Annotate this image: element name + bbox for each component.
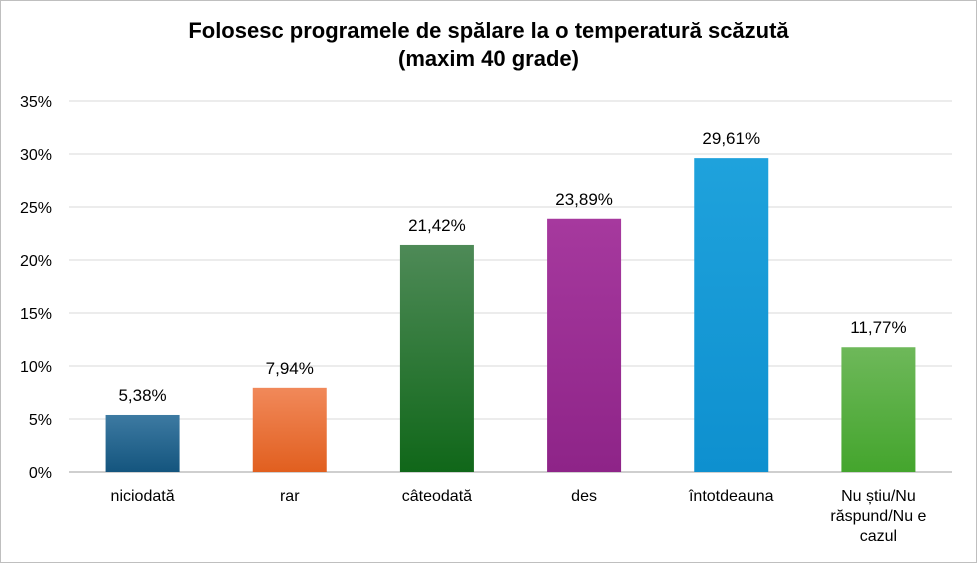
gridlines	[69, 100, 952, 473]
chart-title-line-1: Folosesc programele de spălare la o temp…	[188, 18, 789, 43]
y-tick-label: 20%	[20, 253, 52, 270]
category-label-line: răspund/Nu e	[830, 508, 926, 525]
category-label-line: niciodată	[111, 488, 175, 505]
category-label-line: cazul	[860, 528, 897, 545]
y-tick-label: 0%	[29, 465, 52, 482]
category-label-line: Nu știu/Nu	[841, 488, 916, 505]
data-label: 23,89%	[555, 190, 613, 209]
y-tick-label: 35%	[20, 94, 52, 111]
y-tick-label: 30%	[20, 147, 52, 164]
category-label: câteodată	[402, 488, 472, 505]
category-label-line: câteodată	[402, 488, 472, 505]
y-axis-ticks: 0% 5% 10% 15% 20% 25% 30% 35%	[20, 94, 52, 482]
bar-1	[252, 387, 327, 472]
category-label: rar	[280, 488, 300, 505]
chart-title: Folosesc programele de spălare la o temp…	[0, 17, 977, 73]
bar-4	[694, 158, 769, 472]
x-axis-categories: niciodată rar câteodată des întotdeauna Nu șt…	[111, 488, 927, 545]
bars	[105, 158, 916, 472]
data-label: 29,61%	[702, 129, 760, 148]
data-label: 11,77%	[850, 318, 906, 337]
bar-5	[841, 347, 916, 472]
data-label: 21,42%	[408, 216, 466, 235]
category-label-line: întotdeauna	[688, 488, 774, 505]
category-label-line: rar	[280, 488, 300, 505]
category-label: niciodată	[111, 488, 175, 505]
y-tick-label: 15%	[20, 306, 52, 323]
data-label: 5,38%	[118, 386, 166, 405]
y-tick-label: 25%	[20, 200, 52, 217]
y-tick-label: 10%	[20, 359, 52, 376]
category-label-line: des	[571, 488, 597, 505]
bar-2	[399, 244, 474, 472]
category-label: Nu știu/Nu răspund/Nu e cazul	[830, 488, 926, 545]
bar-3	[547, 218, 622, 472]
data-labels: 5,38% 7,94% 21,42% 23,89% 29,61% 11,77%	[118, 129, 906, 405]
bar-0	[105, 414, 180, 472]
y-tick-label: 5%	[29, 412, 52, 429]
category-label: des	[571, 488, 597, 505]
category-label: întotdeauna	[688, 488, 774, 505]
data-label: 7,94%	[266, 359, 314, 378]
chart-title-line-2: (maxim 40 grade)	[398, 46, 579, 71]
